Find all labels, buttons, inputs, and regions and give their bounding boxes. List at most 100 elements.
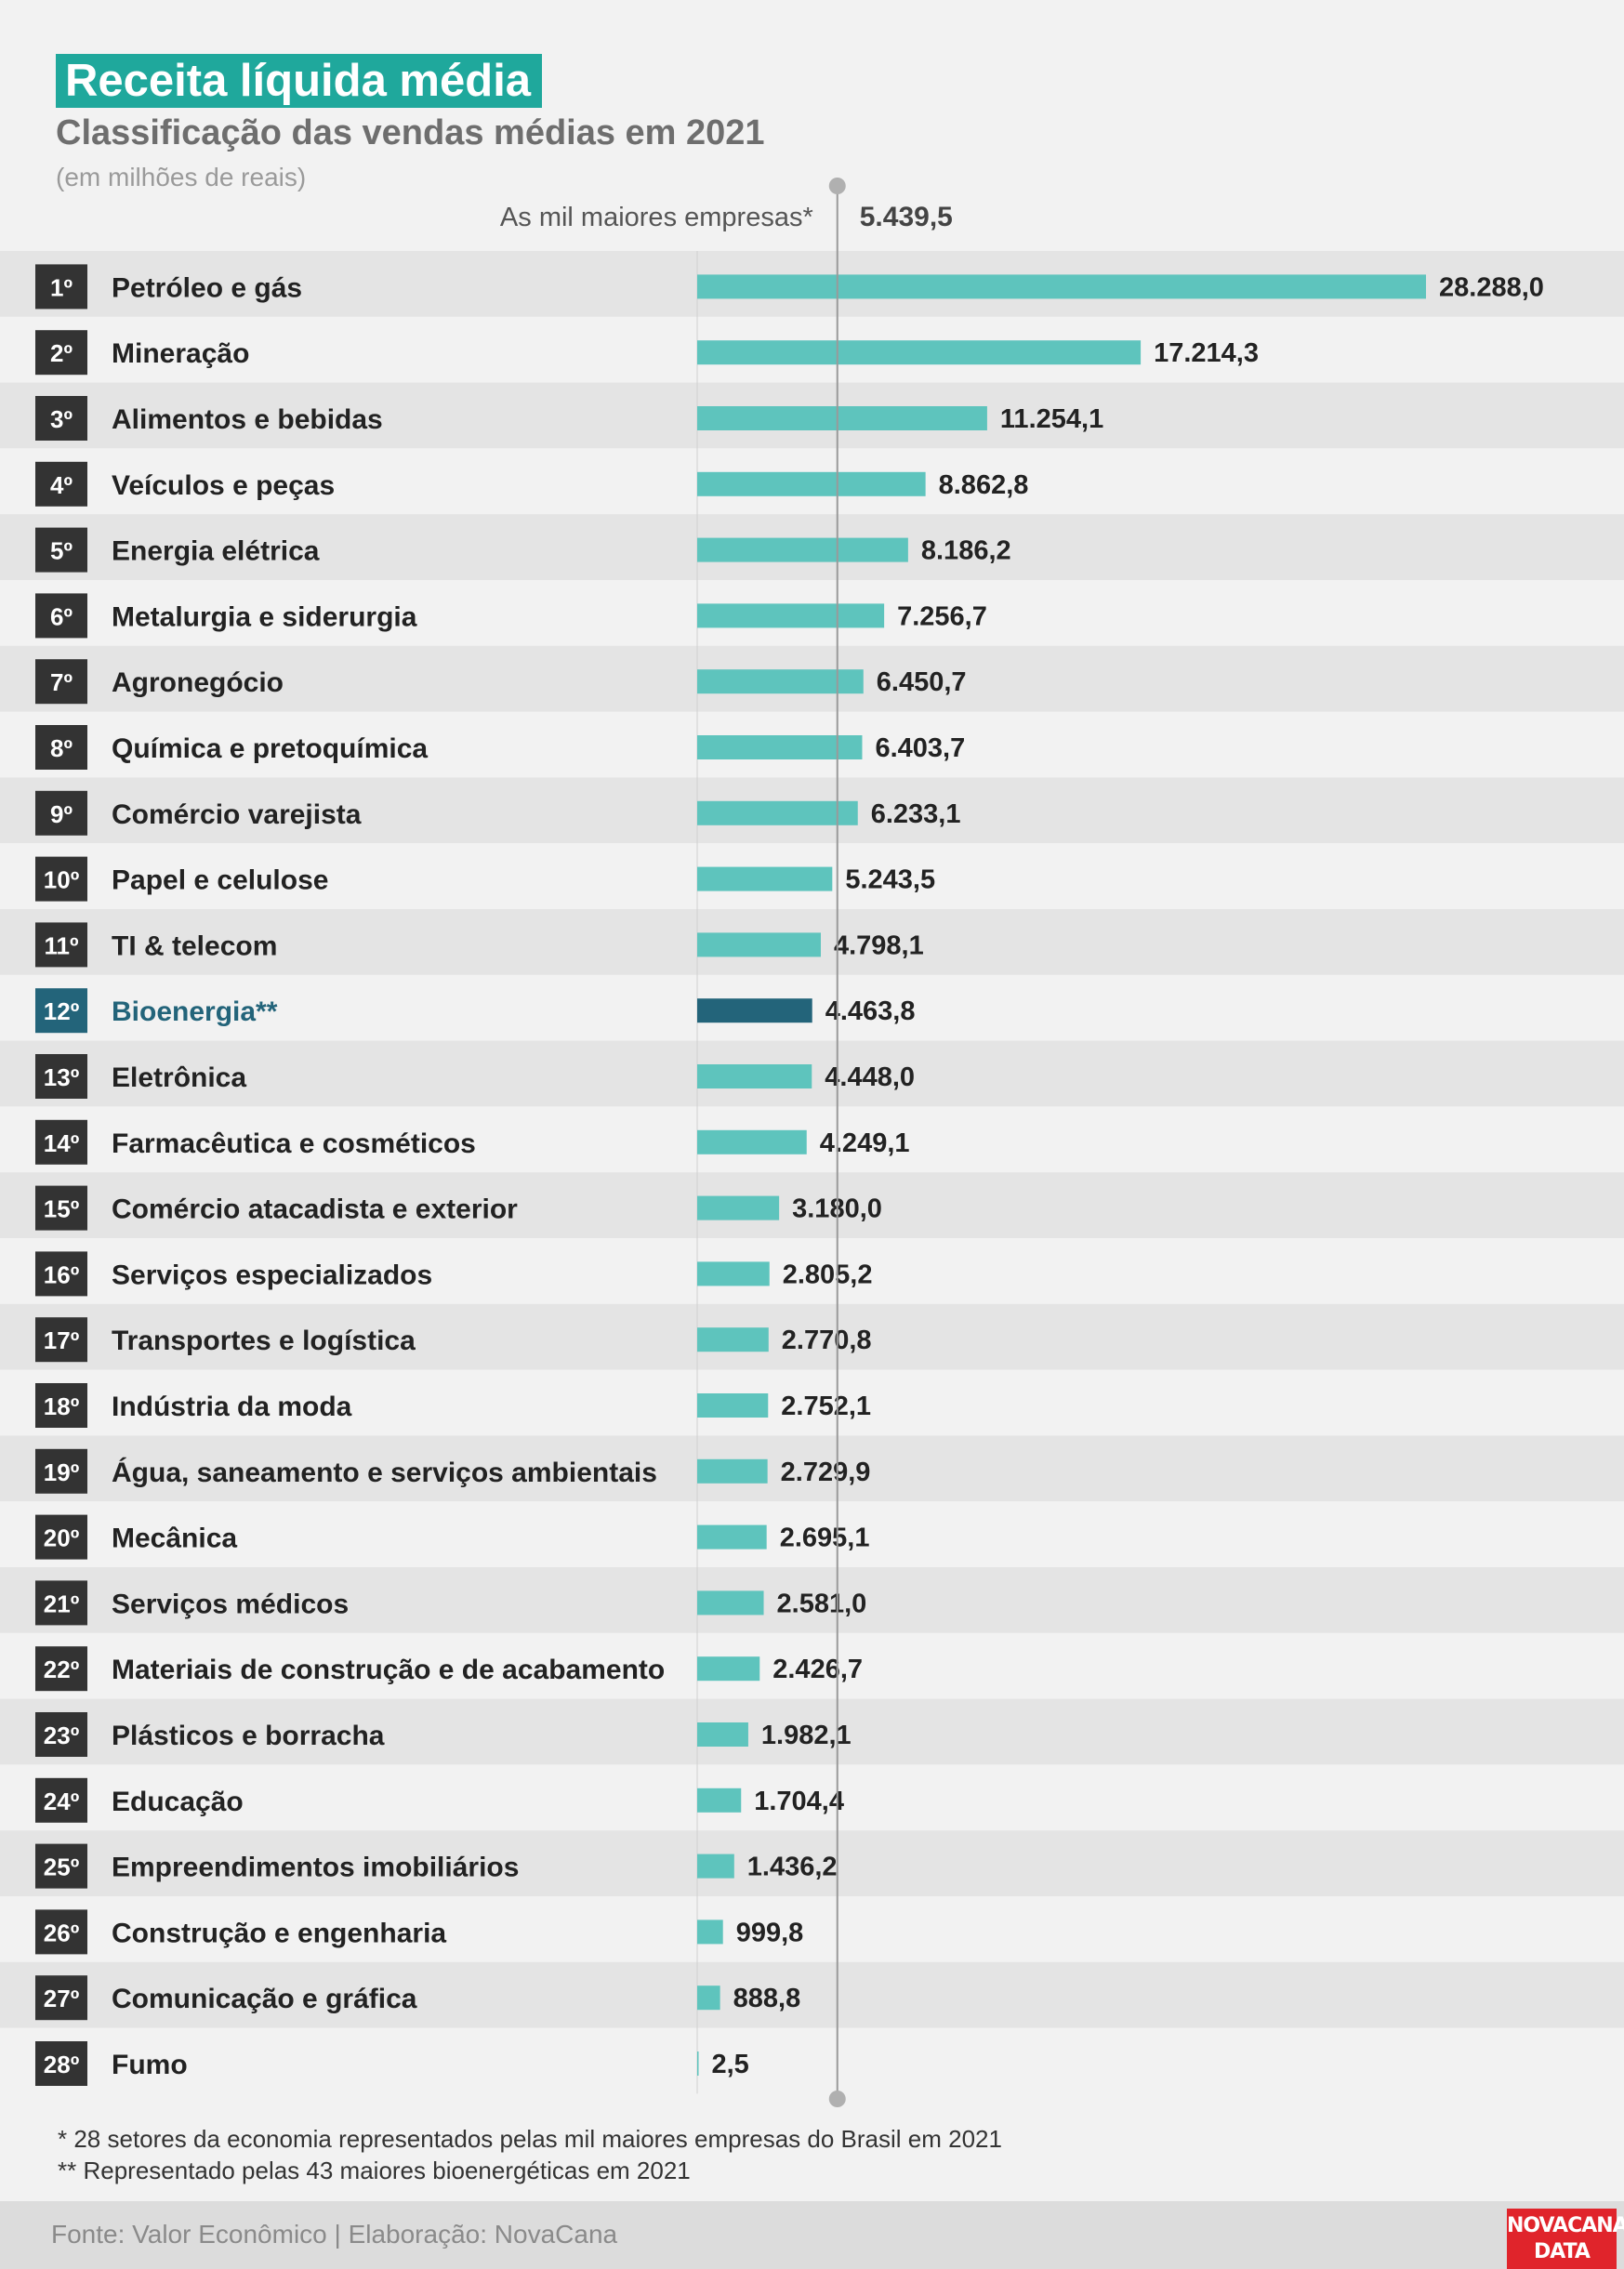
category-label: Indústria da moda bbox=[112, 1392, 352, 1422]
category-label: Transportes e logística bbox=[112, 1326, 416, 1356]
rank-label: 20º bbox=[44, 1524, 80, 1552]
category-label: Empreendimentos imobiliários bbox=[112, 1853, 519, 1883]
value-label: 999,8 bbox=[736, 1918, 804, 1947]
rank-label: 18º bbox=[44, 1392, 80, 1420]
value-label: 2.426,7 bbox=[772, 1655, 863, 1684]
category-label: Comércio varejista bbox=[112, 799, 362, 830]
rank-badge bbox=[35, 856, 87, 902]
rank-label: 24º bbox=[44, 1787, 80, 1815]
category-label: Bioenergia** bbox=[112, 996, 278, 1027]
category-label: Educação bbox=[112, 1787, 244, 1817]
row-background bbox=[0, 1698, 1624, 1765]
bar bbox=[697, 735, 863, 759]
row-background bbox=[0, 1238, 1624, 1304]
rank-badge bbox=[35, 922, 87, 968]
bar-chart: 1º Petróleo e gás 28.288,0 2º Mineração 17.21… bbox=[0, 178, 1624, 2107]
row-background bbox=[0, 1896, 1624, 1962]
value-label: 2,5 bbox=[712, 2050, 749, 2079]
bar bbox=[697, 1524, 767, 1550]
value-label: 4.798,1 bbox=[834, 930, 924, 960]
rank-label: 12º bbox=[44, 997, 80, 1025]
category-label: Mineração bbox=[112, 338, 249, 369]
reference-value-label: 5.439,5 bbox=[860, 202, 953, 232]
rank-label: 2º bbox=[50, 339, 73, 367]
rank-badge bbox=[35, 1514, 87, 1560]
rank-badge bbox=[35, 1054, 87, 1099]
rank-label: 10º bbox=[44, 866, 80, 894]
rank-label: 21º bbox=[44, 1590, 80, 1617]
rank-label: 13º bbox=[44, 1063, 80, 1091]
bar bbox=[697, 537, 908, 562]
rank-badge bbox=[35, 1383, 87, 1428]
rank-badge bbox=[35, 2041, 87, 2086]
row-background bbox=[0, 2027, 1624, 2094]
value-label: 2.805,2 bbox=[783, 1260, 873, 1289]
logo-line-2: DATA bbox=[1534, 2239, 1591, 2263]
rank-badge bbox=[35, 1909, 87, 1955]
row-background bbox=[0, 1106, 1624, 1173]
bar bbox=[697, 1722, 748, 1747]
bar bbox=[697, 1919, 723, 1945]
category-label: Petróleo e gás bbox=[112, 272, 302, 303]
category-label: Plásticos e borracha bbox=[112, 1721, 385, 1751]
rank-badge bbox=[35, 330, 87, 376]
rank-badge bbox=[35, 659, 87, 705]
reference-line-bottom-dot bbox=[828, 2091, 846, 2107]
bar bbox=[697, 1327, 769, 1352]
value-label: 1.982,1 bbox=[761, 1721, 852, 1750]
category-label: Agronegócio bbox=[112, 667, 284, 698]
category-label: Eletrônica bbox=[112, 1062, 246, 1093]
rank-badge bbox=[35, 790, 87, 836]
rank-label: 17º bbox=[44, 1326, 80, 1354]
category-label: Energia elétrica bbox=[112, 536, 320, 567]
rank-label: 14º bbox=[44, 1129, 80, 1157]
rank-label: 27º bbox=[44, 1985, 80, 2012]
row-background bbox=[0, 1172, 1624, 1238]
rank-badge bbox=[35, 1777, 87, 1823]
rank-label: 19º bbox=[44, 1458, 80, 1486]
chart-subtitle: Classificação das vendas médias em 2021 bbox=[56, 113, 765, 152]
value-label: 8.862,8 bbox=[939, 470, 1029, 500]
bar bbox=[697, 2051, 699, 2076]
value-label: 2.581,0 bbox=[777, 1589, 867, 1618]
rank-label: 6º bbox=[50, 602, 73, 630]
logo-line-1: NOVACANA bbox=[1507, 2213, 1624, 2237]
rank-badge bbox=[35, 1119, 87, 1165]
category-label: Mecânica bbox=[112, 1524, 237, 1554]
value-label: 11.254,1 bbox=[1000, 404, 1103, 434]
value-label: 888,8 bbox=[733, 1984, 801, 2013]
rank-label: 4º bbox=[50, 471, 73, 499]
rank-label: 5º bbox=[50, 537, 73, 565]
row-background bbox=[0, 1632, 1624, 1699]
rank-label: 9º bbox=[50, 800, 73, 828]
value-label: 2.695,1 bbox=[780, 1524, 870, 1553]
rank-badge bbox=[35, 527, 87, 573]
bar bbox=[697, 603, 885, 628]
footnote-1: * 28 setores da economia representados p… bbox=[58, 2125, 1002, 2153]
bar bbox=[697, 932, 821, 957]
chart-title: Receita líquida média bbox=[65, 56, 532, 106]
category-label: Veículos e peças bbox=[112, 470, 335, 501]
rank-label: 28º bbox=[44, 2051, 80, 2078]
category-label: Construção e engenharia bbox=[112, 1918, 446, 1948]
rank-badge bbox=[35, 1448, 87, 1494]
rank-badge bbox=[35, 264, 87, 310]
bar bbox=[697, 1129, 807, 1154]
source-text: Fonte: Valor Econômico | Elaboração: Nov… bbox=[51, 2220, 618, 2249]
row-background bbox=[0, 1501, 1624, 1567]
bar bbox=[697, 669, 864, 694]
row-background bbox=[0, 1435, 1624, 1502]
row-background bbox=[0, 1567, 1624, 1633]
novacana-logo: NOVACANA DATA bbox=[1507, 2209, 1624, 2269]
bar bbox=[697, 1656, 760, 1682]
value-label: 17.214,3 bbox=[1154, 338, 1259, 368]
row-background bbox=[0, 1303, 1624, 1370]
value-label: 6.403,7 bbox=[875, 733, 965, 763]
bar bbox=[697, 1261, 770, 1286]
rank-badge bbox=[35, 1975, 87, 2021]
rank-badge bbox=[35, 396, 87, 441]
value-label: 5.243,5 bbox=[845, 865, 935, 895]
rank-label: 23º bbox=[44, 1722, 80, 1749]
rank-badge bbox=[35, 1712, 87, 1757]
bar bbox=[697, 866, 833, 891]
